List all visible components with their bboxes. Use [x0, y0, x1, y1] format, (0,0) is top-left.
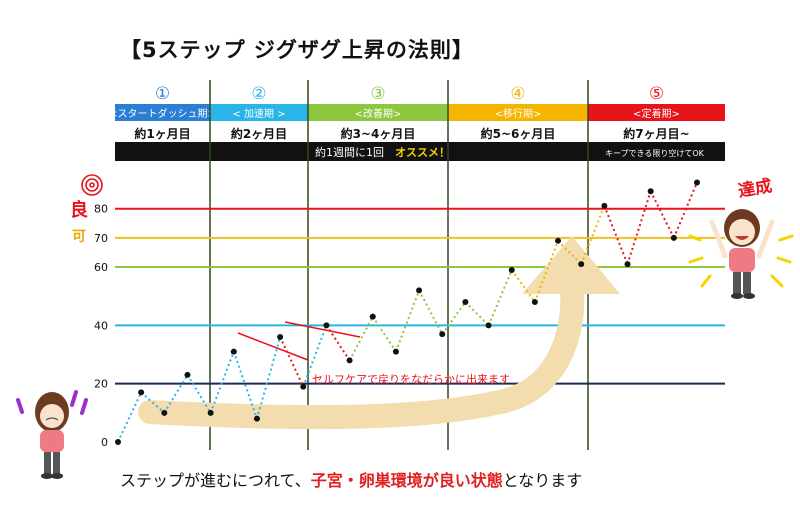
- data-point: [300, 383, 307, 390]
- phase-name-bar: [308, 104, 448, 121]
- series-segment: [117, 392, 143, 443]
- series-segment: [626, 190, 652, 265]
- phase-name: <スタートダッシュ期>: [109, 107, 216, 120]
- score-series: [115, 179, 700, 445]
- data-point: [416, 287, 423, 294]
- caption-after: となります: [502, 471, 583, 490]
- reference-lines: [115, 207, 725, 385]
- phase-duration: 約3~4ヶ月目: [341, 126, 416, 141]
- series-segment: [672, 182, 698, 239]
- data-point: [253, 415, 260, 422]
- phase-name: <改善期>: [355, 107, 402, 120]
- banner-main-text: 約1週間に1回: [315, 145, 384, 159]
- series-segment: [510, 269, 536, 303]
- swirl-icon: [81, 174, 103, 196]
- achieving-person-illustration: [688, 209, 794, 299]
- data-point: [323, 322, 330, 329]
- series-segment: [603, 205, 629, 265]
- series-segment: [394, 290, 421, 352]
- y-tick-label: 20: [94, 378, 108, 391]
- caption-highlight: 子宮・卵巣環境が良い状態: [310, 471, 503, 490]
- series-segment: [232, 351, 258, 420]
- data-point: [277, 334, 284, 341]
- data-point: [531, 299, 538, 306]
- series-segment: [418, 289, 444, 335]
- data-point: [184, 371, 191, 378]
- data-point: [624, 261, 631, 268]
- achieved-label: 達成: [737, 175, 774, 202]
- data-point: [647, 188, 654, 195]
- data-point: [138, 389, 145, 396]
- data-point: [578, 261, 585, 268]
- data-point: [207, 409, 214, 416]
- phase-name: < 加速期 >: [232, 108, 285, 120]
- phase-number: ①: [155, 84, 170, 104]
- data-point: [346, 357, 353, 364]
- data-point: [439, 331, 446, 338]
- frequency-banner: [115, 142, 725, 161]
- series-segment: [464, 301, 490, 327]
- phase-number: ②: [251, 84, 266, 104]
- annotation-line-b: [284, 321, 361, 338]
- phase-number: ③: [370, 84, 385, 104]
- ok-label: 可: [72, 229, 86, 245]
- series-segment: [140, 391, 165, 414]
- y-tick-label: 40: [94, 319, 108, 332]
- series-segment: [533, 240, 559, 303]
- series-segment: [371, 316, 397, 353]
- y-tick-label: 80: [94, 203, 108, 216]
- data-point: [462, 299, 469, 306]
- series-segment: [441, 301, 467, 335]
- data-point: [115, 439, 121, 445]
- series-segment: [209, 351, 235, 414]
- data-point: [601, 202, 608, 209]
- phase-duration: 約2ヶ月目: [231, 126, 287, 141]
- data-point: [392, 348, 399, 355]
- banner-accent-text: オススメ！: [395, 146, 450, 159]
- series-segment: [255, 336, 282, 419]
- phase-name-bar: [115, 104, 210, 121]
- data-point: [508, 266, 515, 273]
- bottom-caption: ステップが進むにつれて、子宮・卵巣環境が良い状態となります: [120, 467, 582, 491]
- series-segment: [302, 325, 328, 387]
- annotation-text: セルフケアで戻りをなだらかに出来ます: [312, 372, 510, 386]
- phase-number: ⑤: [649, 84, 664, 104]
- caption-before: ステップが進むにつれて、: [120, 471, 311, 490]
- banner-right-text: キープできる限り空けてOK: [605, 148, 705, 158]
- good-label: 良: [70, 199, 88, 221]
- data-point: [161, 409, 168, 416]
- series-segment: [348, 316, 374, 361]
- series-segment: [487, 269, 513, 326]
- data-point: [230, 348, 237, 355]
- series-segment: [580, 205, 606, 265]
- series-segment: [649, 190, 675, 239]
- phase-name-bar: [588, 104, 725, 121]
- y-axis-ticks: 0 20 40 60 70 80: [94, 203, 108, 449]
- phase-duration: 約7ヶ月目~: [623, 126, 689, 141]
- page-title: 【5ステップ ジグザグ上昇の法則】: [120, 38, 474, 62]
- data-point: [369, 313, 376, 320]
- phase-name-bar: [210, 104, 308, 121]
- data-point: [555, 237, 562, 244]
- phase-header: ① <スタートダッシュ期> 約1ヶ月目 ② < 加速期 > 約2ヶ月目 ③ <改善期> 約3~4…: [109, 84, 725, 141]
- phase-name-bar: [448, 104, 588, 121]
- progress-arrow: [138, 236, 620, 430]
- annotation-line-a: [237, 332, 309, 361]
- phase-name: <定着期>: [633, 107, 680, 120]
- y-tick-label: 0: [101, 436, 108, 449]
- data-point: [694, 179, 700, 186]
- data-point: [670, 234, 677, 241]
- series-segment: [279, 336, 305, 388]
- data-point: [485, 322, 492, 329]
- y-tick-label: 70: [94, 232, 108, 245]
- phase-duration: 約5~6ヶ月目: [481, 126, 556, 141]
- phase-duration: 約1ヶ月目: [134, 126, 190, 141]
- struggling-person-illustration: [16, 390, 88, 479]
- phase-number: ④: [510, 84, 525, 104]
- series-segment: [557, 240, 582, 265]
- phase-name: <移行期>: [495, 107, 542, 120]
- y-tick-label: 60: [94, 261, 108, 274]
